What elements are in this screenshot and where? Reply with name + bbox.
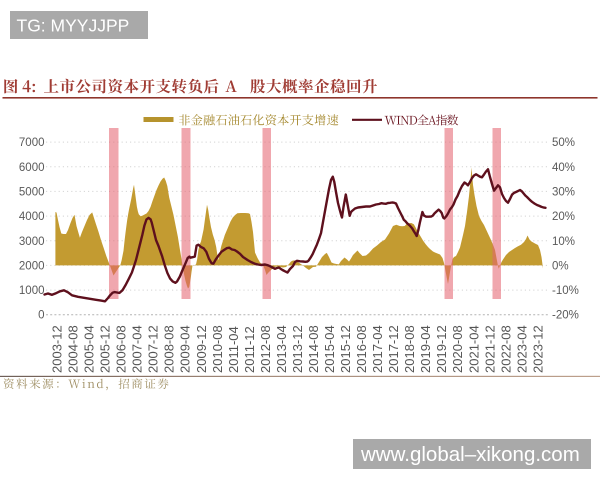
svg-text:2005-12: 2005-12	[98, 325, 113, 373]
svg-text:2003-12: 2003-12	[50, 325, 65, 373]
svg-text:2007-04: 2007-04	[130, 325, 145, 373]
svg-text:2011-04: 2011-04	[226, 326, 241, 373]
svg-text:2012-08: 2012-08	[258, 325, 273, 373]
svg-text:7000: 7000	[19, 137, 45, 149]
svg-text:2014-08: 2014-08	[306, 325, 321, 373]
svg-text:20%: 20%	[552, 211, 575, 223]
svg-text:1000: 1000	[19, 285, 45, 297]
svg-text:2018-08: 2018-08	[402, 325, 417, 373]
svg-text:2008-08: 2008-08	[162, 325, 177, 373]
svg-text:2022-08: 2022-08	[498, 325, 513, 373]
svg-text:2017-12: 2017-12	[386, 325, 401, 373]
svg-text:5000: 5000	[19, 186, 45, 198]
svg-text:2019-12: 2019-12	[434, 325, 449, 373]
svg-text:30%: 30%	[552, 186, 575, 198]
svg-text:2004-08: 2004-08	[66, 325, 81, 373]
svg-text:2016-08: 2016-08	[354, 325, 369, 373]
svg-text:2013-12: 2013-12	[290, 325, 305, 373]
svg-text:3000: 3000	[19, 236, 45, 248]
svg-text:10%: 10%	[552, 236, 575, 248]
svg-text:2015-04: 2015-04	[322, 325, 337, 373]
svg-text:4000: 4000	[19, 211, 45, 223]
svg-text:2009-04: 2009-04	[178, 325, 193, 373]
svg-text:2021-12: 2021-12	[482, 325, 497, 373]
svg-text:2013-04: 2013-04	[274, 325, 289, 373]
svg-text:www.global–xikong.com: www.global–xikong.com	[360, 443, 580, 466]
svg-text:6000: 6000	[19, 162, 45, 174]
svg-text:0%: 0%	[552, 260, 569, 272]
svg-text:2007-12: 2007-12	[146, 325, 161, 373]
svg-text:TG: MYYJJPP: TG: MYYJJPP	[17, 16, 130, 36]
svg-text:2023-04: 2023-04	[514, 325, 529, 373]
svg-text:2006-08: 2006-08	[114, 325, 129, 373]
svg-text:2015-12: 2015-12	[338, 325, 353, 373]
svg-text:2005-04: 2005-04	[82, 325, 97, 373]
svg-text:40%: 40%	[552, 162, 575, 174]
svg-text:2019-04: 2019-04	[418, 325, 433, 373]
svg-text:2000: 2000	[19, 260, 45, 272]
svg-text:2009-12: 2009-12	[194, 325, 209, 373]
svg-text:2017-04: 2017-04	[370, 325, 385, 373]
svg-text:2011-12: 2011-12	[242, 326, 257, 373]
svg-text:2010-08: 2010-08	[210, 325, 225, 373]
svg-text:50%: 50%	[552, 137, 575, 149]
svg-text:0: 0	[38, 310, 44, 322]
svg-text:-10%: -10%	[552, 285, 579, 297]
svg-text:2023-12: 2023-12	[530, 325, 545, 373]
svg-text:2021-04: 2021-04	[466, 325, 481, 373]
svg-text:2020-08: 2020-08	[450, 325, 465, 373]
svg-text:-20%: -20%	[552, 310, 579, 322]
